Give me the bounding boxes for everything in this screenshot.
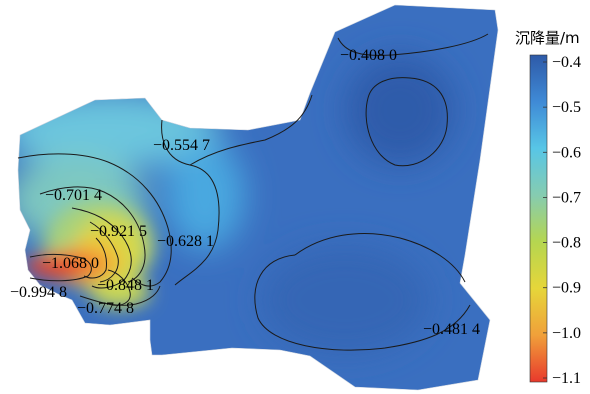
colorbar-tick-label: −0.8: [552, 235, 581, 252]
colorbar-tick-label: −0.6: [552, 144, 581, 161]
contour-line: [39, 186, 146, 283]
colorbar-ramp: [529, 54, 548, 383]
contour-label: −0.701 4: [45, 187, 102, 204]
contour-line: [294, 233, 466, 283]
colorbar-tick-label: −0.7: [552, 189, 581, 206]
contour-line: [89, 221, 119, 283]
contour-label: −0.628 1: [157, 233, 214, 250]
contour-label: −0.408 0: [340, 47, 397, 64]
contour-line: [17, 153, 172, 287]
colorbar-tick-label: −0.4: [552, 54, 581, 71]
contour-line: [189, 94, 313, 166]
contour-label: −0.554 7: [153, 137, 210, 154]
contour-line: [83, 237, 107, 279]
contour-line: [79, 285, 161, 306]
contour-label: −0.774 8: [77, 300, 134, 317]
contour-line: [365, 77, 448, 167]
colorbar-ticks: −0.4 −0.5 −0.6 −0.7 −0.8 −0.9 −1.0 −1.1: [543, 54, 581, 387]
contour-labels: −0.408 0 −0.554 7 −0.701 4 −0.921 5 −0.6…: [10, 47, 480, 338]
contour-line: [337, 33, 489, 56]
contour-lines: [17, 33, 489, 351]
contour-label: −0.921 5: [90, 223, 147, 240]
contour-line: [254, 254, 471, 351]
colorbar-tick-label: −1.0: [552, 325, 581, 342]
contour-line: [29, 254, 92, 282]
colorbar-tick-label: −0.5: [552, 99, 581, 116]
colorbar-tick-label: −0.9: [552, 280, 581, 297]
domain-boundary: [17, 4, 499, 391]
colorbar: 沉降量/m −0.4 −0.5 −0.6 −0.7 −0.8 −0.9 −1.0 −1.1: [515, 29, 581, 387]
contour-label: −0.848 1: [97, 277, 154, 294]
contour-line: [71, 207, 132, 289]
colorbar-tick-label: −1.1: [552, 370, 581, 387]
contour-label: −0.994 8: [10, 284, 67, 301]
contour-label: −1.068 0: [42, 255, 99, 272]
colorbar-title: 沉降量/m: [515, 29, 580, 47]
contour-line: [161, 119, 220, 286]
contour-label: −0.481 4: [423, 321, 480, 338]
